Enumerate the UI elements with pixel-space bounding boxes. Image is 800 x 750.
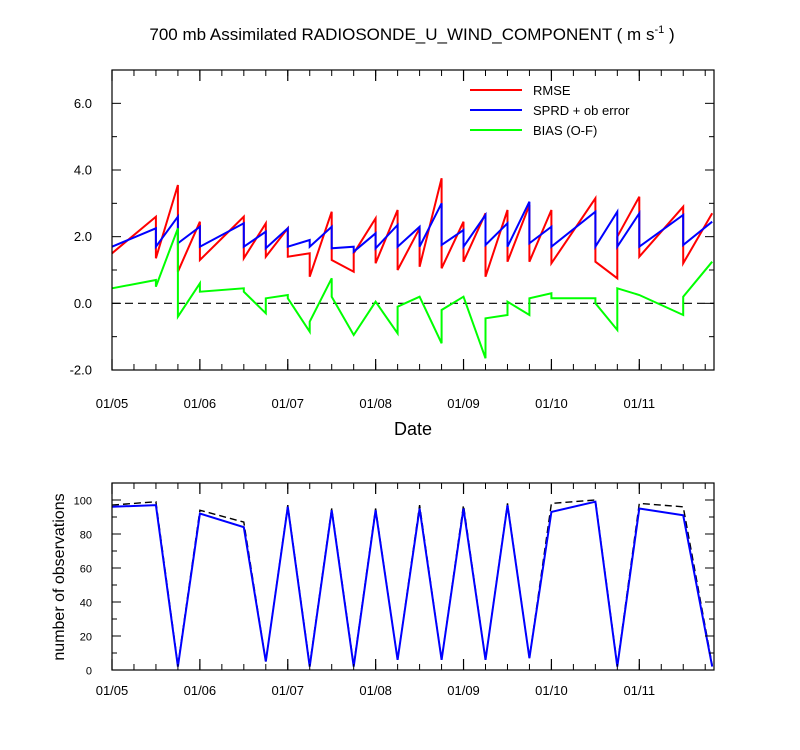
y-axis-label: number of observations [51, 493, 68, 660]
y-tick-label: 6.0 [74, 96, 92, 111]
y-tick-label: 0.0 [74, 296, 92, 311]
series-line-sprd-ob-error [111, 201, 713, 254]
x-tick-label: 01/09 [447, 396, 480, 411]
chart-title-units-exponent: -1 [654, 24, 664, 36]
y-tick-label: -2.0 [70, 363, 92, 378]
top-plot-frame [111, 69, 715, 371]
bottom-axes: 01/05 01/06 01/07 01/08 01/09 01/10 01/11 0 20 40… [74, 482, 714, 698]
legend-label: SPRD + ob error [533, 103, 630, 118]
chart-title: 700 mb Assimilated RADIOSONDE_U_WIND_COM… [149, 24, 674, 44]
x-tick-label: 01/11 [624, 396, 656, 411]
chart-title-suffix: ) [664, 25, 674, 44]
x-tick-label: 01/11 [624, 683, 656, 698]
bottom-plot-frame [111, 482, 715, 671]
y-tick-label: 2.0 [74, 229, 92, 244]
x-tick-label: 01/10 [535, 396, 568, 411]
x-tick-label: 01/06 [184, 396, 217, 411]
x-tick-label: 01/08 [359, 683, 392, 698]
y-tick-label: 20 [80, 632, 92, 644]
y-tick-label: 4.0 [74, 163, 92, 178]
top-axes: 01/05 01/06 01/07 01/08 01/09 01/10 01/11 -2.0 0… [70, 69, 714, 411]
top-series-group [111, 178, 714, 359]
series-line-used-observations [111, 500, 714, 667]
y-tick-label: 100 [74, 496, 92, 508]
x-tick-label: 01/05 [96, 396, 129, 411]
x-tick-label: 01/10 [535, 683, 568, 698]
x-tick-label: 01/07 [271, 683, 304, 698]
rmse-spread-bias-panel: 700 mb Assimilated RADIOSONDE_U_WIND_COM… [70, 24, 715, 439]
y-tick-label: 40 [80, 598, 92, 610]
x-tick-label: 01/08 [359, 396, 392, 411]
legend-label: BIAS (O-F) [533, 123, 597, 138]
series-line-bias-o-f [111, 227, 713, 359]
x-tick-label: 01/07 [271, 396, 304, 411]
x-tick-label: 01/09 [447, 683, 480, 698]
chart-legend: RMSE SPRD + ob error BIAS (O-F) [470, 83, 630, 138]
y-tick-label: 0 [86, 666, 92, 678]
x-axis-label: Date [394, 419, 432, 439]
y-tick-label: 80 [80, 530, 92, 542]
x-tick-label: 01/06 [184, 683, 217, 698]
chart-title-main: 700 mb Assimilated RADIOSONDE_U_WIND_COM… [149, 25, 654, 44]
y-tick-label: 60 [80, 564, 92, 576]
series-line-rmse [111, 178, 714, 281]
x-tick-label: 01/05 [96, 683, 129, 698]
observation-count-panel: 01/05 01/06 01/07 01/08 01/09 01/10 01/11 0 20 40… [51, 482, 715, 698]
series-line-possible-observations [111, 499, 713, 666]
bottom-series-group [111, 499, 714, 667]
legend-label: RMSE [533, 83, 571, 98]
